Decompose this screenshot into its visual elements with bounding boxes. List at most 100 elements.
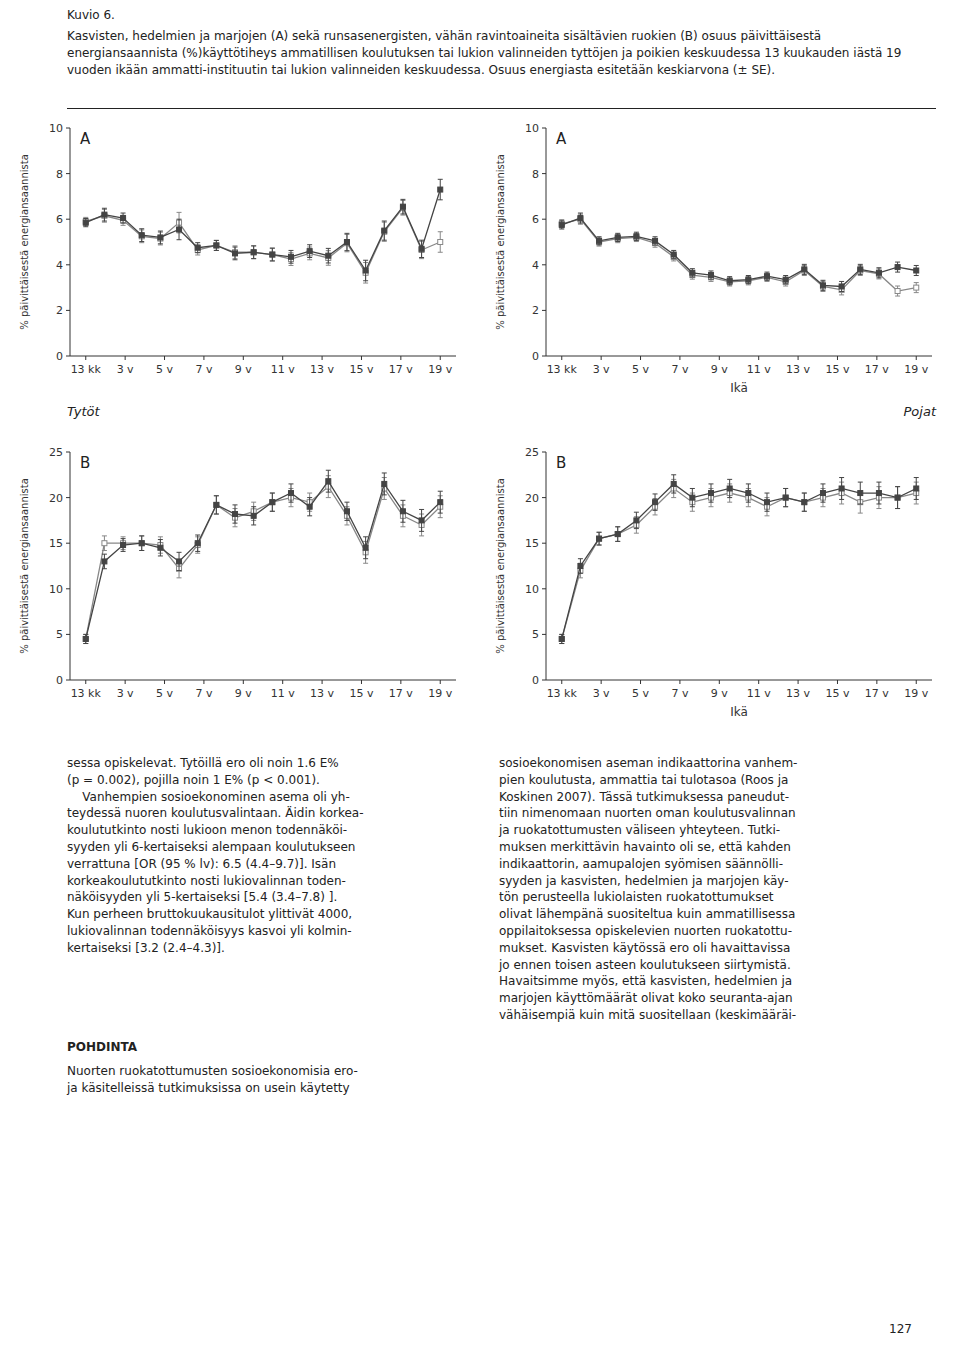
y-tick-label: 6 xyxy=(532,213,539,226)
error-bar xyxy=(802,493,807,511)
x-tick xyxy=(561,356,562,360)
x-tick-label: 13 kk xyxy=(71,363,102,376)
error-bar xyxy=(288,250,293,263)
error-bar xyxy=(139,229,144,242)
data-point xyxy=(158,235,163,240)
data-point xyxy=(615,235,620,240)
data-point xyxy=(400,509,405,514)
y-axis-label: % päivittäisestä energiansaannista xyxy=(495,154,506,330)
data-point xyxy=(764,274,769,279)
data-point xyxy=(671,481,676,486)
plot-area xyxy=(559,213,918,296)
x-tick xyxy=(85,680,86,684)
y-tick xyxy=(542,356,546,357)
error-bar xyxy=(158,231,163,244)
error-bar xyxy=(690,271,695,279)
data-point xyxy=(764,500,769,505)
x-tick xyxy=(561,680,562,684)
error-bar xyxy=(764,272,769,280)
error-bar xyxy=(195,245,200,255)
x-tick xyxy=(719,356,720,360)
error-bar xyxy=(326,248,331,263)
error-bar xyxy=(559,221,564,229)
data-point xyxy=(102,541,107,546)
error-bar xyxy=(634,512,639,528)
data-point xyxy=(270,252,275,257)
data-point xyxy=(233,251,238,256)
y-tick xyxy=(542,219,546,220)
x-tick xyxy=(85,356,86,360)
data-point xyxy=(307,249,312,254)
x-tick-label: 11 v xyxy=(271,687,295,700)
column-label: Pojat xyxy=(904,404,936,419)
y-axis xyxy=(70,128,71,356)
error-bar xyxy=(195,535,200,551)
x-tick-label: 3 v xyxy=(593,687,610,700)
y-tick xyxy=(66,310,70,311)
data-point xyxy=(727,278,732,283)
data-point xyxy=(363,545,368,550)
x-axis xyxy=(546,356,932,357)
error-bar xyxy=(690,269,695,277)
y-axis xyxy=(70,452,71,680)
data-point xyxy=(177,227,182,232)
x-tick xyxy=(601,680,602,684)
x-tick xyxy=(876,356,877,360)
x-tick xyxy=(164,356,165,360)
y-tick xyxy=(542,497,546,498)
data-point xyxy=(307,504,312,509)
y-tick-label: 0 xyxy=(56,674,63,687)
y-tick-label: 8 xyxy=(56,168,63,181)
x-tick xyxy=(798,680,799,684)
panel-label: B xyxy=(556,454,566,472)
error-bar xyxy=(671,250,676,258)
data-point xyxy=(895,495,900,500)
y-tick xyxy=(66,497,70,498)
y-tick-label: 8 xyxy=(532,168,539,181)
error-bar xyxy=(102,536,107,551)
data-point xyxy=(746,491,751,496)
series-line xyxy=(562,484,916,639)
data-point xyxy=(251,250,256,255)
data-point xyxy=(195,541,200,546)
x-axis-label: Ikä xyxy=(730,705,748,719)
error-bar xyxy=(233,505,238,523)
data-point xyxy=(400,204,405,209)
panel-label: A xyxy=(556,130,567,148)
data-point xyxy=(251,250,256,255)
x-tick xyxy=(125,680,126,684)
page-number: 127 xyxy=(889,1322,912,1336)
x-tick xyxy=(203,680,204,684)
error-bar xyxy=(270,493,275,511)
y-tick xyxy=(542,128,546,129)
error-bar xyxy=(559,634,564,643)
error-bar xyxy=(746,484,751,502)
section-heading: POHDINTA xyxy=(67,1040,137,1054)
error-bar xyxy=(251,246,256,259)
x-tick-label: 13 v xyxy=(310,687,334,700)
error-bar xyxy=(400,500,405,522)
x-tick xyxy=(640,680,641,684)
x-tick-label: 5 v xyxy=(156,687,173,700)
error-bar xyxy=(746,276,751,284)
x-tick-label: 15 v xyxy=(825,363,849,376)
error-bar xyxy=(709,271,714,279)
error-bar xyxy=(615,233,620,241)
y-tick xyxy=(66,634,70,635)
x-tick-label: 17 v xyxy=(389,363,413,376)
data-point xyxy=(344,509,349,514)
error-bar xyxy=(578,559,583,574)
x-tick xyxy=(282,356,283,360)
y-axis-label: % päivittäisestä energiansaannista xyxy=(495,478,506,654)
panel-label: A xyxy=(80,130,91,148)
x-tick-label: 9 v xyxy=(711,363,728,376)
data-point xyxy=(559,636,564,641)
y-tick-label: 5 xyxy=(56,628,63,641)
error-bar xyxy=(597,532,602,545)
x-tick-label: 13 kk xyxy=(71,687,102,700)
data-point xyxy=(419,518,424,523)
data-point xyxy=(438,187,443,192)
error-bar xyxy=(363,260,368,281)
error-bar xyxy=(83,219,88,227)
x-tick-label: 11 v xyxy=(747,687,771,700)
